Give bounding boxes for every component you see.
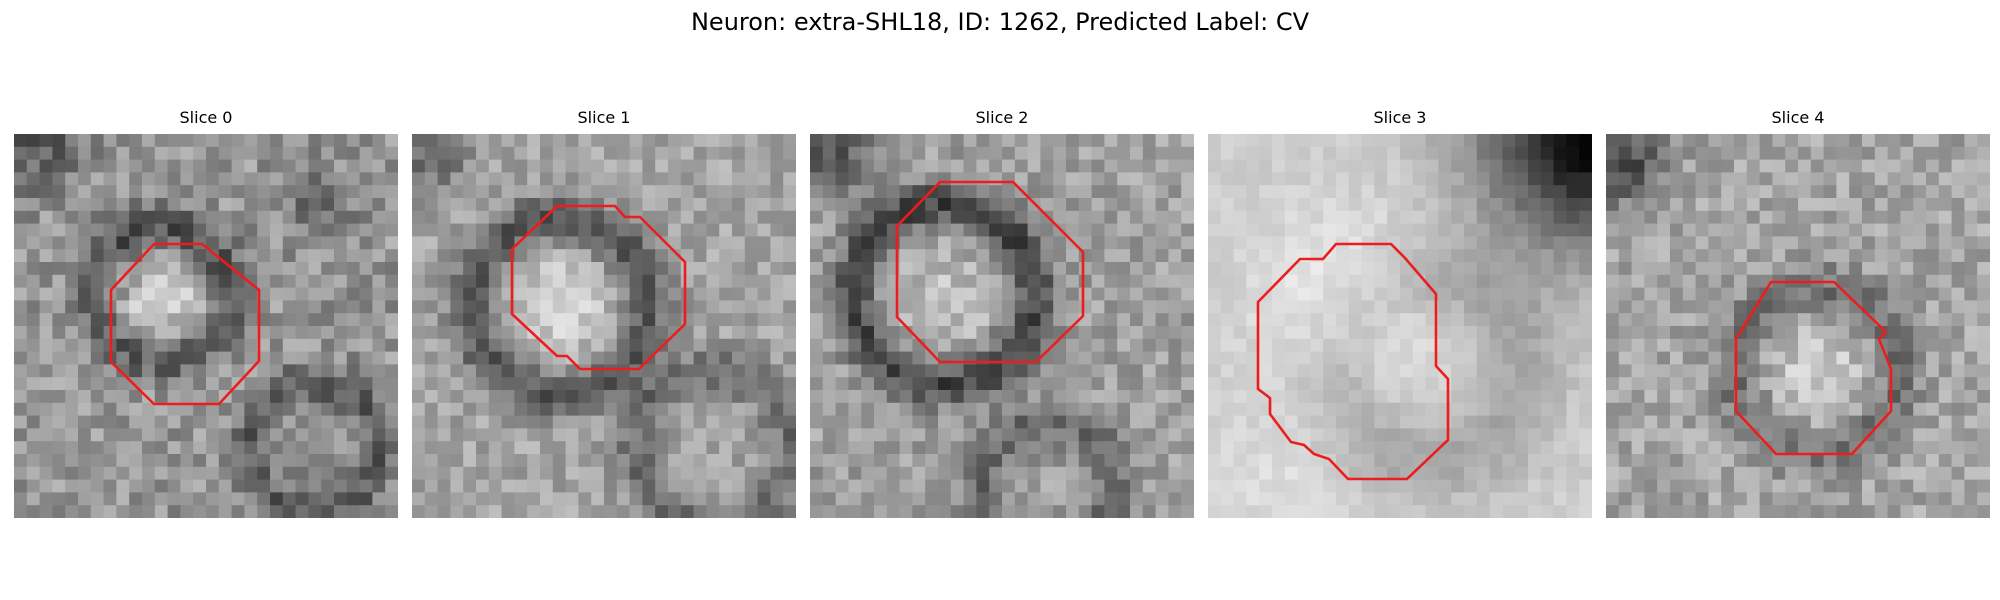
- grayscale-pixels: [1208, 134, 1592, 518]
- roi-contour: [1256, 242, 1450, 481]
- grayscale-pixels: [1606, 134, 1990, 518]
- slice-title: Slice 2: [975, 108, 1029, 127]
- grayscale-pixels: [412, 134, 796, 518]
- grayscale-pixels: [14, 134, 398, 518]
- slice-image: [14, 134, 398, 518]
- grayscale-pixels: [810, 134, 1194, 518]
- slice-title: Slice 3: [1373, 108, 1427, 127]
- roi-contour: [510, 204, 687, 371]
- slice-panel-3: Slice 3: [1208, 108, 1592, 518]
- slice-image: [1606, 134, 1990, 518]
- slice-title: Slice 4: [1771, 108, 1825, 127]
- slice-panel-4: Slice 4: [1606, 108, 1990, 518]
- slice-image: [1208, 134, 1592, 518]
- slice-panel-2: Slice 2: [810, 108, 1194, 518]
- slice-image: [412, 134, 796, 518]
- roi-contour: [1734, 280, 1893, 456]
- figure-title: Neuron: extra-SHL18, ID: 1262, Predicted…: [690, 8, 1310, 36]
- slice-title: Slice 1: [577, 108, 631, 127]
- slice-panel-1: Slice 1: [412, 108, 796, 518]
- roi-contour: [109, 242, 261, 406]
- slice-title: Slice 0: [179, 108, 233, 127]
- roi-contour: [895, 180, 1085, 364]
- slice-image: [810, 134, 1194, 518]
- slice-panel-0: Slice 0: [14, 108, 398, 518]
